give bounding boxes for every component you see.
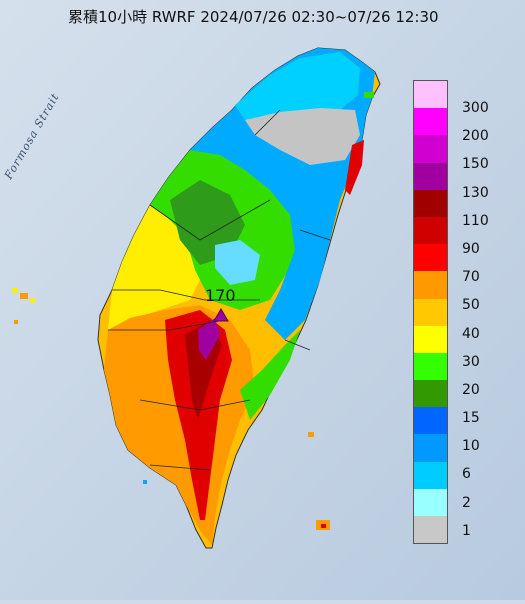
max-rainfall-value: 170 [205, 286, 236, 305]
legend-colorbar [413, 80, 448, 545]
legend-label: 15 [462, 410, 480, 427]
legend-label: 130 [462, 184, 489, 201]
offshore-echoes [12, 92, 374, 530]
legend-label: 2 [462, 494, 471, 511]
rain-zone-gray [245, 108, 360, 165]
legend-swatch [413, 271, 448, 299]
legend-swatch [413, 461, 448, 489]
legend-swatch [413, 298, 448, 326]
legend-swatch [413, 325, 448, 353]
legend-label: 6 [462, 466, 471, 483]
legend-swatch [413, 135, 448, 163]
legend-swatch [413, 108, 448, 136]
legend-label: 1 [462, 522, 471, 539]
rain-zone-cyan [235, 52, 360, 120]
legend-label: 30 [462, 353, 480, 370]
legend-swatch [413, 488, 448, 516]
legend-swatch [413, 516, 448, 545]
legend-swatch [413, 162, 448, 190]
legend-label: 40 [462, 325, 480, 342]
max-rainfall-marker-icon [213, 308, 229, 322]
legend-label: 70 [462, 269, 480, 286]
legend-label: 110 [462, 212, 489, 229]
rain-zone-green-east [240, 330, 300, 420]
map-title: 累積10小時 RWRF 2024/07/26 02:30~07/26 12:30 [68, 8, 439, 26]
legend-swatch [413, 380, 448, 408]
legend-swatch [413, 244, 448, 272]
legend-swatch [413, 407, 448, 435]
legend-swatch [413, 189, 448, 217]
legend-swatch [413, 216, 448, 245]
rain-zone-purple [198, 318, 220, 360]
legend-label: 20 [462, 381, 480, 398]
legend-label: 10 [462, 438, 480, 455]
county-boundaries [108, 109, 331, 471]
legend-label: 150 [462, 156, 489, 173]
legend-swatch [413, 434, 448, 462]
legend-swatch [413, 352, 448, 381]
legend-label: 50 [462, 297, 480, 314]
rain-zone-red-ne [345, 140, 364, 195]
legend-label: 200 [462, 128, 489, 145]
legend-label: 300 [462, 100, 489, 116]
legend-labels: 300 200 150 130 110 90 70 50 40 30 20 15 10 6 2 1 [462, 80, 522, 559]
legend-swatch [413, 80, 448, 109]
legend-label: 90 [462, 240, 480, 257]
rain-zone-lightcyan [215, 240, 260, 285]
legend-label [462, 545, 522, 573]
